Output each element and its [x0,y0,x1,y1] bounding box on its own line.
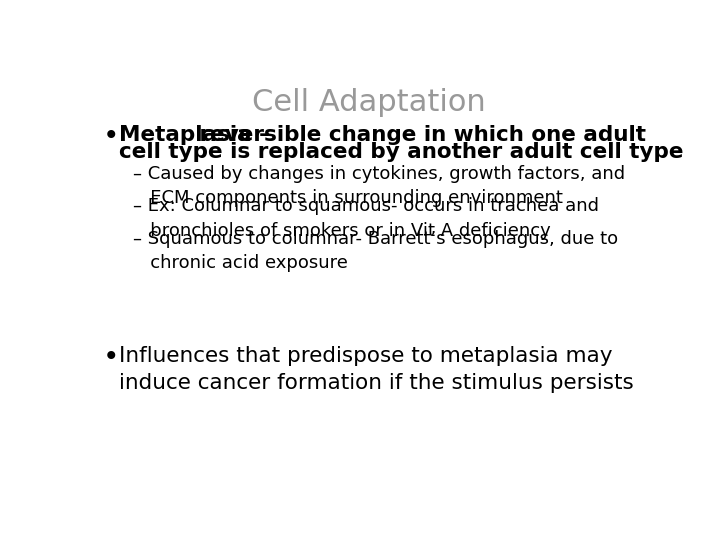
Text: •: • [104,346,119,369]
Text: – Ex: Columnar to squamous- occurs in trachea and
   bronchioles of smokers or i: – Ex: Columnar to squamous- occurs in tr… [132,197,598,240]
Text: Influences that predispose to metaplasia may
induce cancer formation if the stim: Influences that predispose to metaplasia… [120,346,634,393]
Text: – Squamous to columnar- Barrett’s esophagus, due to
   chronic acid exposure: – Squamous to columnar- Barrett’s esopha… [132,230,618,272]
Text: Cell Adaptation: Cell Adaptation [252,88,486,117]
Text: cell type is replaced by another adult cell type: cell type is replaced by another adult c… [120,142,684,162]
Text: reversible change in which one adult: reversible change in which one adult [192,125,646,145]
Text: •: • [104,125,119,148]
Text: Metaplasia –: Metaplasia – [120,125,270,145]
Text: – Caused by changes in cytokines, growth factors, and
   ECM components in surro: – Caused by changes in cytokines, growth… [132,165,625,207]
